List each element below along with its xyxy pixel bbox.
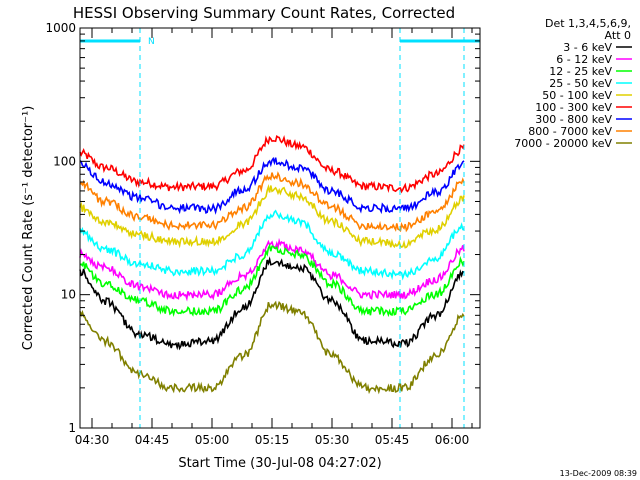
y-tick-label-0: 1: [68, 421, 76, 435]
legend-label-2: 12 - 25 keV: [549, 65, 612, 78]
x-tick-label-1: 04:45: [135, 433, 170, 447]
x-axis: 04:30 04:45 05:00 05:15 05:30 05:45 06:00: [75, 28, 473, 447]
y-tick-label-1: 10: [61, 288, 76, 302]
x-tick-label-3: 05:15: [255, 433, 290, 447]
legend-label-4: 50 - 100 keV: [542, 89, 612, 102]
legend-label-7: 800 - 7000 keV: [528, 125, 612, 138]
y-tick-label-2: 100: [53, 154, 76, 168]
x-tick-label-0: 04:30: [75, 433, 110, 447]
x-tick-label-6: 06:00: [435, 433, 470, 447]
night-label: N: [148, 37, 155, 47]
chart-title: HESSI Observing Summary Count Rates, Cor…: [73, 4, 455, 22]
y-axis-label: Corrected Count Rate (s⁻¹ detector⁻¹): [21, 106, 36, 351]
series-line-0: [79, 134, 465, 194]
x-axis-label: Start Time (30-Jul-08 04:27:02): [178, 456, 381, 471]
legend-label-5: 100 - 300 keV: [535, 101, 612, 114]
x-tick-label-2: 05:00: [195, 433, 230, 447]
series-line-1: [79, 156, 465, 215]
legend-header-line-1: Det 1,3,4,5,6,9,: [545, 17, 631, 30]
footer-timestamp: 13-Dec-2009 08:39: [560, 469, 637, 478]
legend-label-6: 300 - 800 keV: [535, 113, 612, 126]
y-tick-label-3: 1000: [45, 21, 76, 35]
legend-label-1: 6 - 12 keV: [556, 53, 612, 66]
dashed-markers: [139, 28, 465, 428]
plot-frame: [79, 27, 481, 429]
x-tick-label-4: 05:30: [315, 433, 350, 447]
series-line-5: [79, 237, 465, 302]
y-axis: 1 10 100 1000: [45, 21, 480, 435]
x-tick-label-5: 05:45: [375, 433, 410, 447]
legend-header-line-2: Att 0: [605, 29, 631, 42]
legend-label-3: 25 - 50 keV: [549, 77, 612, 90]
series-layer: [79, 134, 465, 395]
legend-label-8: 7000 - 20000 keV: [514, 137, 612, 150]
series-line-8: [79, 300, 465, 395]
legend-label-0: 3 - 6 keV: [563, 41, 612, 54]
